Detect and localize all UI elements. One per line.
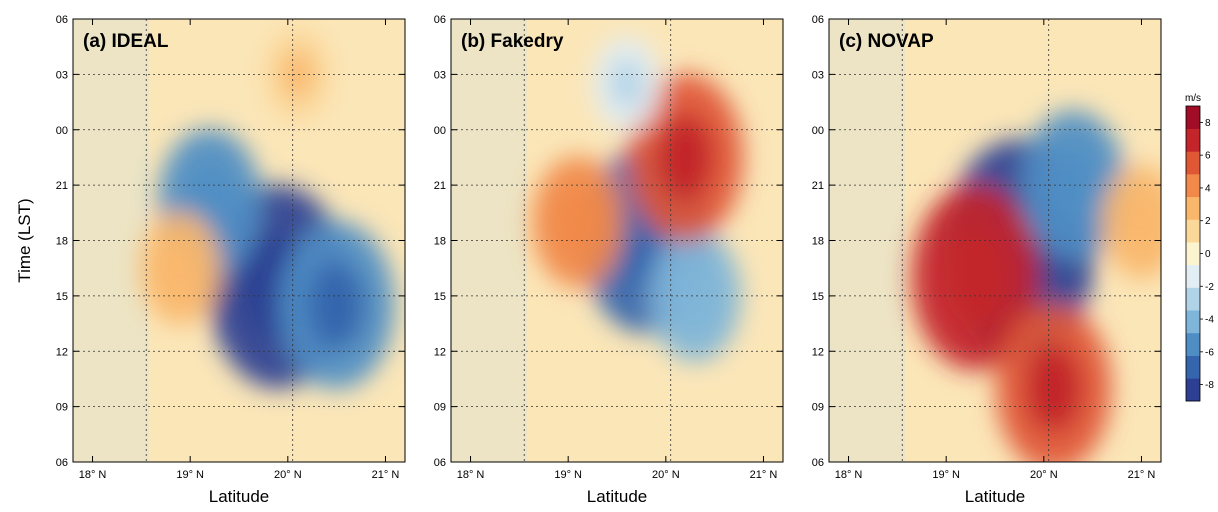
- colorbar-segment: [1186, 310, 1200, 334]
- y-tick-label: 06: [434, 14, 446, 26]
- panel-title: (c) NOVAP: [839, 31, 934, 52]
- y-tick-label: 03: [434, 69, 446, 81]
- y-tick-label: 09: [812, 402, 824, 414]
- colorbar-tick-label: 8: [1205, 118, 1211, 129]
- field-west-strip: [451, 19, 527, 462]
- x-tick-label: 20° N: [274, 469, 302, 481]
- contour-field: [829, 19, 1161, 462]
- colorbar-tick-label: 0: [1205, 249, 1211, 260]
- y-tick-label: 06: [812, 14, 824, 26]
- x-axis-label: Latitude: [965, 487, 1026, 506]
- y-tick-label: 12: [812, 346, 824, 358]
- x-tick-label: 21° N: [1128, 469, 1156, 481]
- x-axis-label: Latitude: [209, 487, 270, 506]
- x-axis-label: Latitude: [587, 487, 648, 506]
- colorbar-segment: [1186, 106, 1200, 129]
- field-anomaly-core-2: [1048, 146, 1099, 225]
- panel-title: (b) Fakedry: [461, 31, 564, 52]
- colorbar-tick-label: -6: [1205, 347, 1214, 358]
- y-tick-label: 15: [812, 291, 824, 303]
- chart-panel-3: 06 09 12 15 18 21 00 03 06 18° N 19° N 20° N 21° N (c…: [812, 14, 1162, 506]
- field-anomaly-core-2: [673, 261, 718, 330]
- field-west-strip: [829, 19, 905, 462]
- x-tick-label: 20° N: [1030, 469, 1058, 481]
- y-tick-label: 06: [812, 457, 824, 469]
- colorbar-segment: [1186, 128, 1200, 152]
- y-tick-label: 09: [434, 402, 446, 414]
- x-tick-label: 18° N: [79, 469, 107, 481]
- colorbar-tick-label: -8: [1205, 380, 1214, 391]
- contour-field: [73, 19, 405, 462]
- colorbar-tick-label: 4: [1205, 183, 1211, 194]
- y-tick-label: 21: [434, 180, 446, 192]
- colorbar-segment: [1186, 287, 1200, 311]
- colorbar-tick-label: -4: [1205, 315, 1214, 326]
- x-tick-label: 18° N: [835, 469, 863, 481]
- colorbar-segment: [1186, 151, 1200, 175]
- field-anomaly-core-3: [944, 228, 1007, 327]
- colorbar-segment: [1186, 355, 1200, 379]
- field-anomaly-core-3: [657, 113, 714, 202]
- field-anomaly-core-2: [308, 261, 365, 350]
- y-tick-label: 12: [434, 346, 446, 358]
- colorbar-segment: [1186, 378, 1200, 402]
- chart-panel-2: 06 09 12 15 18 21 00 03 06 18° N 19° N 20° N 21° N (b…: [434, 14, 784, 506]
- panel-title: (a) IDEAL: [83, 31, 169, 52]
- y-tick-label: 09: [56, 402, 68, 414]
- colorbar-segment: [1186, 332, 1200, 356]
- field-anomaly-core-5: [1122, 193, 1161, 252]
- x-tick-label: 19° N: [554, 469, 582, 481]
- y-tick-label: 15: [434, 291, 446, 303]
- x-tick-label: 19° N: [932, 469, 960, 481]
- field-anomaly-core-4: [555, 188, 600, 257]
- field-anomaly-core-5: [281, 50, 314, 99]
- field-anomaly-core-4: [161, 239, 200, 298]
- colorbar-segment: [1186, 174, 1200, 198]
- chart-panel-1: 06 09 12 15 18 21 00 03 06 18° N 19° N 20° N 21° N (a…: [15, 14, 406, 506]
- y-tick-label: 00: [812, 125, 824, 137]
- x-tick-label: 19° N: [176, 469, 204, 481]
- y-tick-label: 12: [56, 346, 68, 358]
- y-axis-label: Time (LST): [15, 198, 34, 282]
- x-tick-label: 21° N: [750, 469, 778, 481]
- colorbar-segment: [1186, 219, 1200, 243]
- y-tick-label: 18: [812, 236, 824, 248]
- x-tick-label: 21° N: [372, 469, 400, 481]
- field-anomaly-core-5: [610, 59, 643, 108]
- y-tick-label: 03: [812, 69, 824, 81]
- colorbar: 8 6 4 2 0 -2 -4 -6 -8 m/s: [1185, 93, 1214, 402]
- y-tick-label: 21: [56, 180, 68, 192]
- field-anomaly-core-4: [1025, 344, 1082, 433]
- colorbar-segment: [1186, 242, 1200, 266]
- colorbar-tick-label: -2: [1205, 282, 1214, 293]
- colorbar-tick-label: 2: [1205, 216, 1211, 227]
- y-tick-label: 06: [56, 14, 68, 26]
- y-tick-label: 18: [434, 236, 446, 248]
- y-tick-label: 21: [812, 180, 824, 192]
- y-tick-label: 03: [56, 69, 68, 81]
- y-tick-label: 00: [56, 125, 68, 137]
- colorbar-unit: m/s: [1185, 93, 1201, 104]
- colorbar-segment: [1186, 196, 1200, 220]
- y-tick-label: 15: [56, 291, 68, 303]
- x-tick-label: 18° N: [457, 469, 485, 481]
- colorbar-segment: [1186, 264, 1200, 288]
- x-tick-label: 20° N: [652, 469, 680, 481]
- y-tick-label: 18: [56, 236, 68, 248]
- field-west-strip: [73, 19, 149, 462]
- colorbar-tick-label: 6: [1205, 151, 1211, 162]
- y-tick-label: 06: [56, 457, 68, 469]
- y-tick-label: 00: [434, 125, 446, 137]
- y-tick-label: 06: [434, 457, 446, 469]
